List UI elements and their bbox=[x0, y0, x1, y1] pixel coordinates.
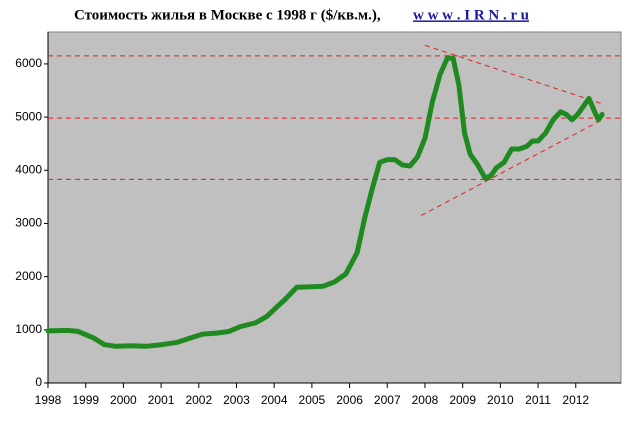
x-tick-label: 2007 bbox=[374, 393, 401, 407]
x-tick-label: 2000 bbox=[110, 393, 137, 407]
x-tick-label: 2006 bbox=[336, 393, 363, 407]
x-tick-label: 2002 bbox=[185, 393, 212, 407]
x-tick-label: 2003 bbox=[223, 393, 250, 407]
y-tick-label: 4000 bbox=[15, 162, 42, 176]
x-tick-label: 1998 bbox=[35, 393, 62, 407]
chart-title: Стоимость жилья в Москве с 1998 г ($/кв.… bbox=[74, 7, 381, 23]
price-line bbox=[45, 55, 605, 349]
x-tick-label: 2011 bbox=[525, 393, 551, 407]
y-tick-label: 0 bbox=[35, 375, 42, 389]
reference-line bbox=[420, 119, 603, 216]
y-tick-label: 2000 bbox=[15, 269, 42, 283]
x-tick-label: 2010 bbox=[487, 393, 514, 407]
x-tick-label: 2004 bbox=[261, 393, 288, 407]
x-tick-label: 2001 bbox=[148, 393, 175, 407]
x-tick-label: 2008 bbox=[412, 393, 439, 407]
y-tick-label: 6000 bbox=[15, 56, 42, 70]
x-tick-label: 1999 bbox=[72, 393, 99, 407]
y-tick-label: 5000 bbox=[15, 109, 42, 123]
plot-area bbox=[47, 31, 622, 384]
x-tick-label: 2009 bbox=[449, 393, 476, 407]
reference-line bbox=[424, 44, 603, 105]
x-tick-label: 2012 bbox=[562, 393, 589, 407]
y-tick-label: 1000 bbox=[15, 322, 42, 336]
title-link[interactable]: w w w . I R N . r u bbox=[413, 7, 529, 23]
y-tick-label: 3000 bbox=[15, 216, 42, 230]
x-tick-label: 2005 bbox=[299, 393, 326, 407]
